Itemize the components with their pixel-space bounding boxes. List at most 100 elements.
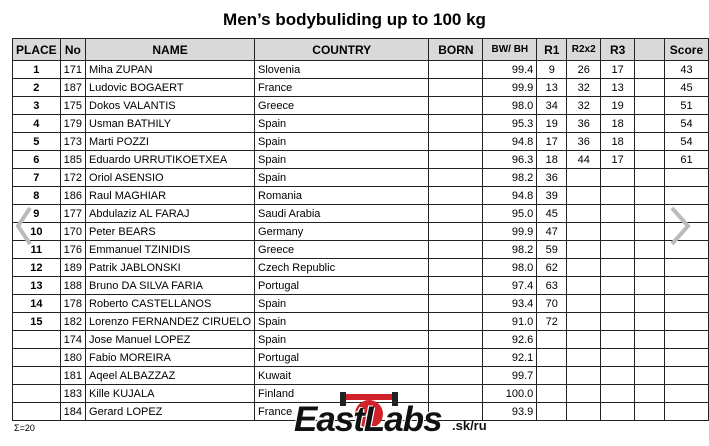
table-cell: Portugal [254,276,430,295]
table-cell: Spain [254,150,430,169]
table-cell [428,60,484,79]
table-cell [428,168,484,187]
table-cell: 99.4 [482,60,538,79]
column-header: BW/ BH [482,38,538,61]
place-cell: 7 [12,168,61,187]
place-cell [12,348,61,367]
table-cell [600,222,636,241]
table-cell: 171 [59,60,87,79]
table-cell [566,402,602,421]
table-cell: Bruno DA SILVA FARIA [85,276,256,295]
table-cell: 176 [59,240,87,259]
table-cell: Abdulaziz AL FARAJ [85,204,256,223]
table-cell: 45 [663,78,709,97]
table-cell: Lorenzo FERNANDEZ CIRUELO [85,312,256,331]
table-cell: Spain [254,168,430,187]
table-row: 4 179 Usman BATHILY Spain 95.3 19 36 18 54 [12,114,709,133]
table-cell: 54 [663,114,709,133]
table-cell: Aqeel ALBAZZAZ [85,366,256,385]
table-cell: 43 [663,60,709,79]
column-header: No [59,38,87,61]
table-cell [600,402,636,421]
place-cell: 1 [12,60,61,79]
table-row: 3 175 Dokos VALANTIS Greece 98.0 34 32 19 51 [12,96,709,115]
table-cell [600,240,636,259]
results-table: PLACE No NAME COUNTRY BORN BW/ BH R1 R2x2 R3 Scor… [12,38,709,421]
table-row: 14 178 Roberto CASTELLANOS Spain 93.4 70 [12,294,709,313]
table-cell [566,330,602,349]
table-cell [566,168,602,187]
spacer-cell [634,168,665,187]
place-cell [12,330,61,349]
spacer-cell [634,114,665,133]
table-cell [536,402,568,421]
table-cell: Emmanuel TZINIDIS [85,240,256,259]
table-cell [566,384,602,403]
table-cell [536,384,568,403]
table-cell: 98.0 [482,258,538,277]
table-cell: 94.8 [482,132,538,151]
table-cell [663,384,709,403]
table-cell: Dokos VALANTIS [85,96,256,115]
table-cell [428,294,484,313]
table-row: 181 Aqeel ALBAZZAZ Kuwait 99.7 [12,366,709,385]
table-cell [663,204,709,223]
table-cell [536,366,568,385]
footer-note: Σ=20 [14,423,35,433]
place-cell [12,402,61,421]
table-cell [428,132,484,151]
table-cell: 181 [59,366,87,385]
table-cell [663,348,709,367]
spacer-cell [634,402,665,421]
column-header: NAME [85,38,256,61]
table-cell: 187 [59,78,87,97]
table-cell: Spain [254,330,430,349]
table-row: 8 186 Raul MAGHIAR Romania 94.8 39 [12,186,709,205]
table-cell [566,276,602,295]
table-cell: 99.9 [482,222,538,241]
logo-plate [340,392,346,406]
table-cell: Jose Manuel LOPEZ [85,330,256,349]
table-cell: Romania [254,186,430,205]
table-cell [663,366,709,385]
table-cell: Spain [254,114,430,133]
table-cell: 177 [59,204,87,223]
table-cell: 179 [59,114,87,133]
place-cell: 14 [12,294,61,313]
table-cell: Patrik JABLONSKI [85,258,256,277]
table-cell: 95.3 [482,114,538,133]
table-cell [428,78,484,97]
table-cell: Marti POZZI [85,132,256,151]
place-cell: 5 [12,132,61,151]
table-cell [566,294,602,313]
table-cell: 36 [566,132,602,151]
table-cell [428,240,484,259]
table-cell [566,222,602,241]
table-row: 5 173 Marti POZZI Spain 94.8 17 36 18 54 [12,132,709,151]
table-cell: 9 [536,60,568,79]
table-cell: 172 [59,168,87,187]
spacer-header [634,38,665,61]
column-header: BORN [428,38,484,61]
table-cell: 186 [59,186,87,205]
table-cell [663,168,709,187]
table-cell: 72 [536,312,568,331]
table-cell: 98.0 [482,96,538,115]
place-cell: 15 [12,312,61,331]
table-cell: 174 [59,330,87,349]
table-cell: Spain [254,312,430,331]
table-cell: Kille KUJALA [85,384,256,403]
table-cell [536,348,568,367]
table-cell: 98.2 [482,168,538,187]
table-row: 10 170 Peter BEARS Germany 99.9 47 [12,222,709,241]
table-cell [663,276,709,295]
column-header: COUNTRY [254,38,430,61]
table-cell [663,258,709,277]
spacer-cell [634,204,665,223]
table-cell: Oriol ASENSIO [85,168,256,187]
table-cell: Slovenia [254,60,430,79]
table-cell: 13 [600,78,636,97]
table-cell: Czech Republic [254,258,430,277]
table-cell: Usman BATHILY [85,114,256,133]
spacer-cell [634,222,665,241]
